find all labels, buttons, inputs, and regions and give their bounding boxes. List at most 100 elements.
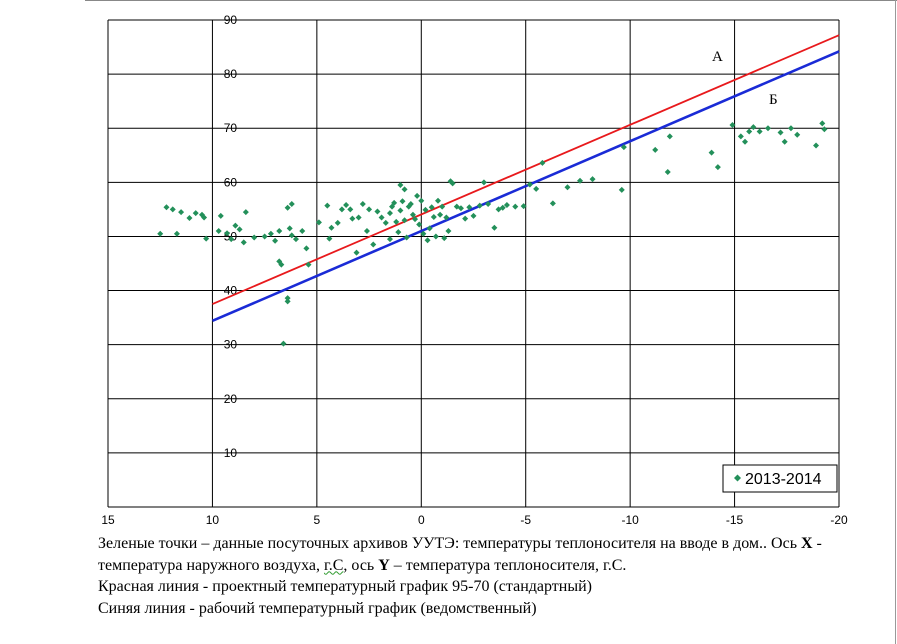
data-point	[284, 204, 291, 211]
data-point	[192, 210, 199, 217]
data-point	[445, 228, 452, 235]
blue-line-B	[211, 50, 840, 323]
data-point	[437, 211, 444, 218]
data-point	[326, 235, 333, 242]
data-point	[349, 215, 356, 222]
data-point	[163, 204, 170, 211]
data-point	[366, 206, 373, 213]
data-point	[794, 131, 801, 138]
data-point	[338, 206, 345, 213]
right-edge-line	[895, 0, 896, 644]
data-point	[503, 202, 510, 209]
x-tick-label: -20	[830, 513, 848, 527]
data-point	[284, 295, 291, 302]
data-point	[401, 186, 408, 193]
data-point	[169, 206, 176, 213]
data-point	[549, 200, 556, 207]
data-point	[276, 228, 283, 235]
grid-lines	[107, 19, 840, 508]
data-point	[526, 181, 533, 188]
data-point	[416, 221, 423, 228]
data-point	[512, 203, 519, 210]
y-tick-label: 80	[224, 67, 238, 81]
data-point	[370, 241, 377, 248]
data-point	[157, 230, 164, 237]
caption-unit-gc: г.С	[323, 556, 344, 574]
data-point	[374, 208, 381, 215]
caption-paragraph-1: Зеленые точки – данные посуточных архиво…	[98, 533, 858, 576]
data-point	[397, 207, 404, 214]
data-point	[173, 230, 180, 237]
legend-marker-icon	[734, 474, 741, 482]
data-point	[201, 214, 208, 221]
data-points	[157, 120, 828, 347]
data-point	[589, 176, 596, 183]
data-point	[666, 133, 673, 140]
data-point	[428, 204, 435, 211]
caption-axis-x: X	[800, 535, 813, 552]
data-point	[328, 224, 335, 231]
data-point	[652, 146, 659, 153]
data-point	[746, 128, 753, 135]
caption-axis-y: Y	[378, 556, 390, 574]
x-tick-label: -5	[520, 513, 531, 527]
data-point	[284, 298, 291, 305]
data-point	[432, 233, 439, 240]
data-point	[224, 230, 231, 237]
data-point	[491, 224, 498, 231]
line-label-B: Б	[769, 92, 778, 108]
x-tick-label: 5	[314, 513, 321, 527]
data-point	[353, 249, 360, 256]
data-point	[441, 235, 448, 242]
data-point	[480, 179, 487, 186]
red-line-A	[212, 34, 840, 305]
data-point	[564, 184, 571, 191]
data-point	[386, 236, 393, 243]
data-point	[215, 228, 222, 235]
data-point	[819, 120, 826, 127]
data-point	[347, 206, 354, 213]
data-point	[708, 149, 715, 156]
data-point	[334, 219, 341, 226]
y-tick-label: 10	[224, 446, 238, 460]
y-tick-label: 20	[224, 392, 238, 406]
x-tick-label: -10	[621, 513, 639, 527]
data-point	[303, 245, 310, 252]
data-point	[422, 206, 429, 213]
data-point	[750, 124, 757, 131]
data-point	[355, 214, 362, 221]
data-point	[470, 212, 477, 219]
data-point	[391, 199, 398, 206]
data-point	[203, 235, 210, 242]
data-point	[414, 192, 421, 199]
data-point	[288, 232, 295, 239]
data-point	[178, 209, 185, 216]
legend-label: 2013-2014	[745, 471, 822, 488]
data-point	[386, 210, 393, 217]
x-tick-label: 10	[206, 513, 220, 527]
data-point	[412, 216, 419, 223]
y-tick-label: 30	[224, 338, 238, 352]
data-point	[434, 197, 441, 204]
data-point	[261, 233, 268, 240]
data-point	[430, 213, 437, 220]
data-point	[278, 261, 285, 268]
data-point	[742, 138, 749, 145]
data-point	[520, 203, 527, 210]
data-point	[288, 200, 295, 207]
data-point	[280, 340, 287, 347]
legend: 2013-2014	[722, 464, 838, 493]
line-labels: АБ	[712, 49, 778, 108]
data-point	[457, 205, 464, 212]
data-point	[324, 202, 331, 209]
caption-text-1c: , ось	[343, 556, 379, 574]
data-point	[476, 202, 483, 209]
figure-caption: Зеленые точки – данные посуточных архиво…	[98, 533, 858, 619]
data-point	[272, 237, 279, 244]
data-point	[299, 228, 306, 235]
data-point	[397, 182, 404, 189]
top-divider-line	[85, 0, 897, 1]
data-point	[395, 229, 402, 236]
caption-red-line: Красная линия - проектный температурный …	[98, 578, 592, 595]
data-point	[443, 214, 450, 221]
